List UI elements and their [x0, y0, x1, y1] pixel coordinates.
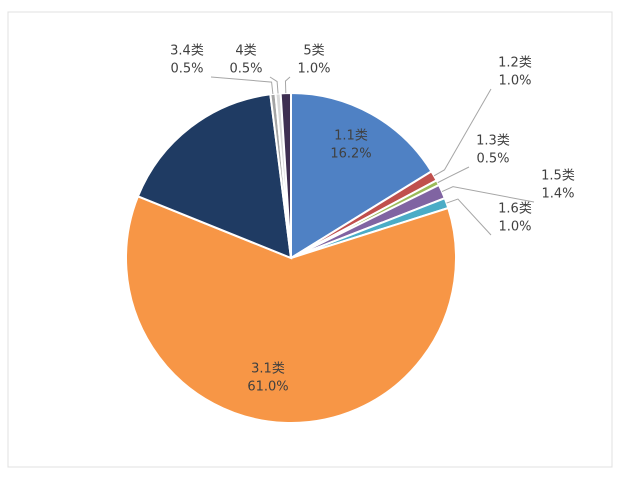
pie-slice: [136, 93, 293, 260]
slice-category-label: 3.4类: [170, 44, 204, 59]
slice-value-label: 61.0%: [247, 380, 288, 395]
pie-slice: [279, 91, 292, 259]
leader-line: [284, 76, 291, 94]
slice-category-label: 3.1类: [251, 362, 285, 377]
leader-line: [437, 166, 470, 184]
slice-category-label: 1.3类: [476, 134, 510, 149]
slice-value-label: 1.4%: [541, 187, 574, 202]
slice-value-label: 1.0%: [297, 62, 330, 77]
slice-category-label: 1.5类: [541, 169, 575, 184]
leader-line: [433, 88, 492, 177]
slice-value-label: 1.0%: [498, 74, 531, 89]
slice-value-label: 0.5%: [229, 62, 262, 77]
slice-category-label: 1.1类: [334, 129, 368, 144]
slice-value-label: 0.5%: [476, 152, 509, 167]
slice-value-label: 0.5%: [170, 62, 203, 77]
leader-line: [441, 186, 535, 203]
slice-value-label: 1.0%: [498, 220, 531, 235]
leader-line: [446, 198, 492, 236]
pie-slice: [290, 91, 433, 260]
pie-slice: [125, 194, 457, 424]
slice-category-label: 4类: [235, 44, 256, 59]
slice-category-label: 5类: [303, 44, 324, 59]
slice-category-label: 1.2类: [498, 56, 532, 71]
leader-line: [269, 76, 279, 94]
slice-category-label: 1.6类: [498, 202, 532, 217]
slice-value-label: 16.2%: [330, 147, 371, 162]
leader-line: [210, 76, 274, 95]
